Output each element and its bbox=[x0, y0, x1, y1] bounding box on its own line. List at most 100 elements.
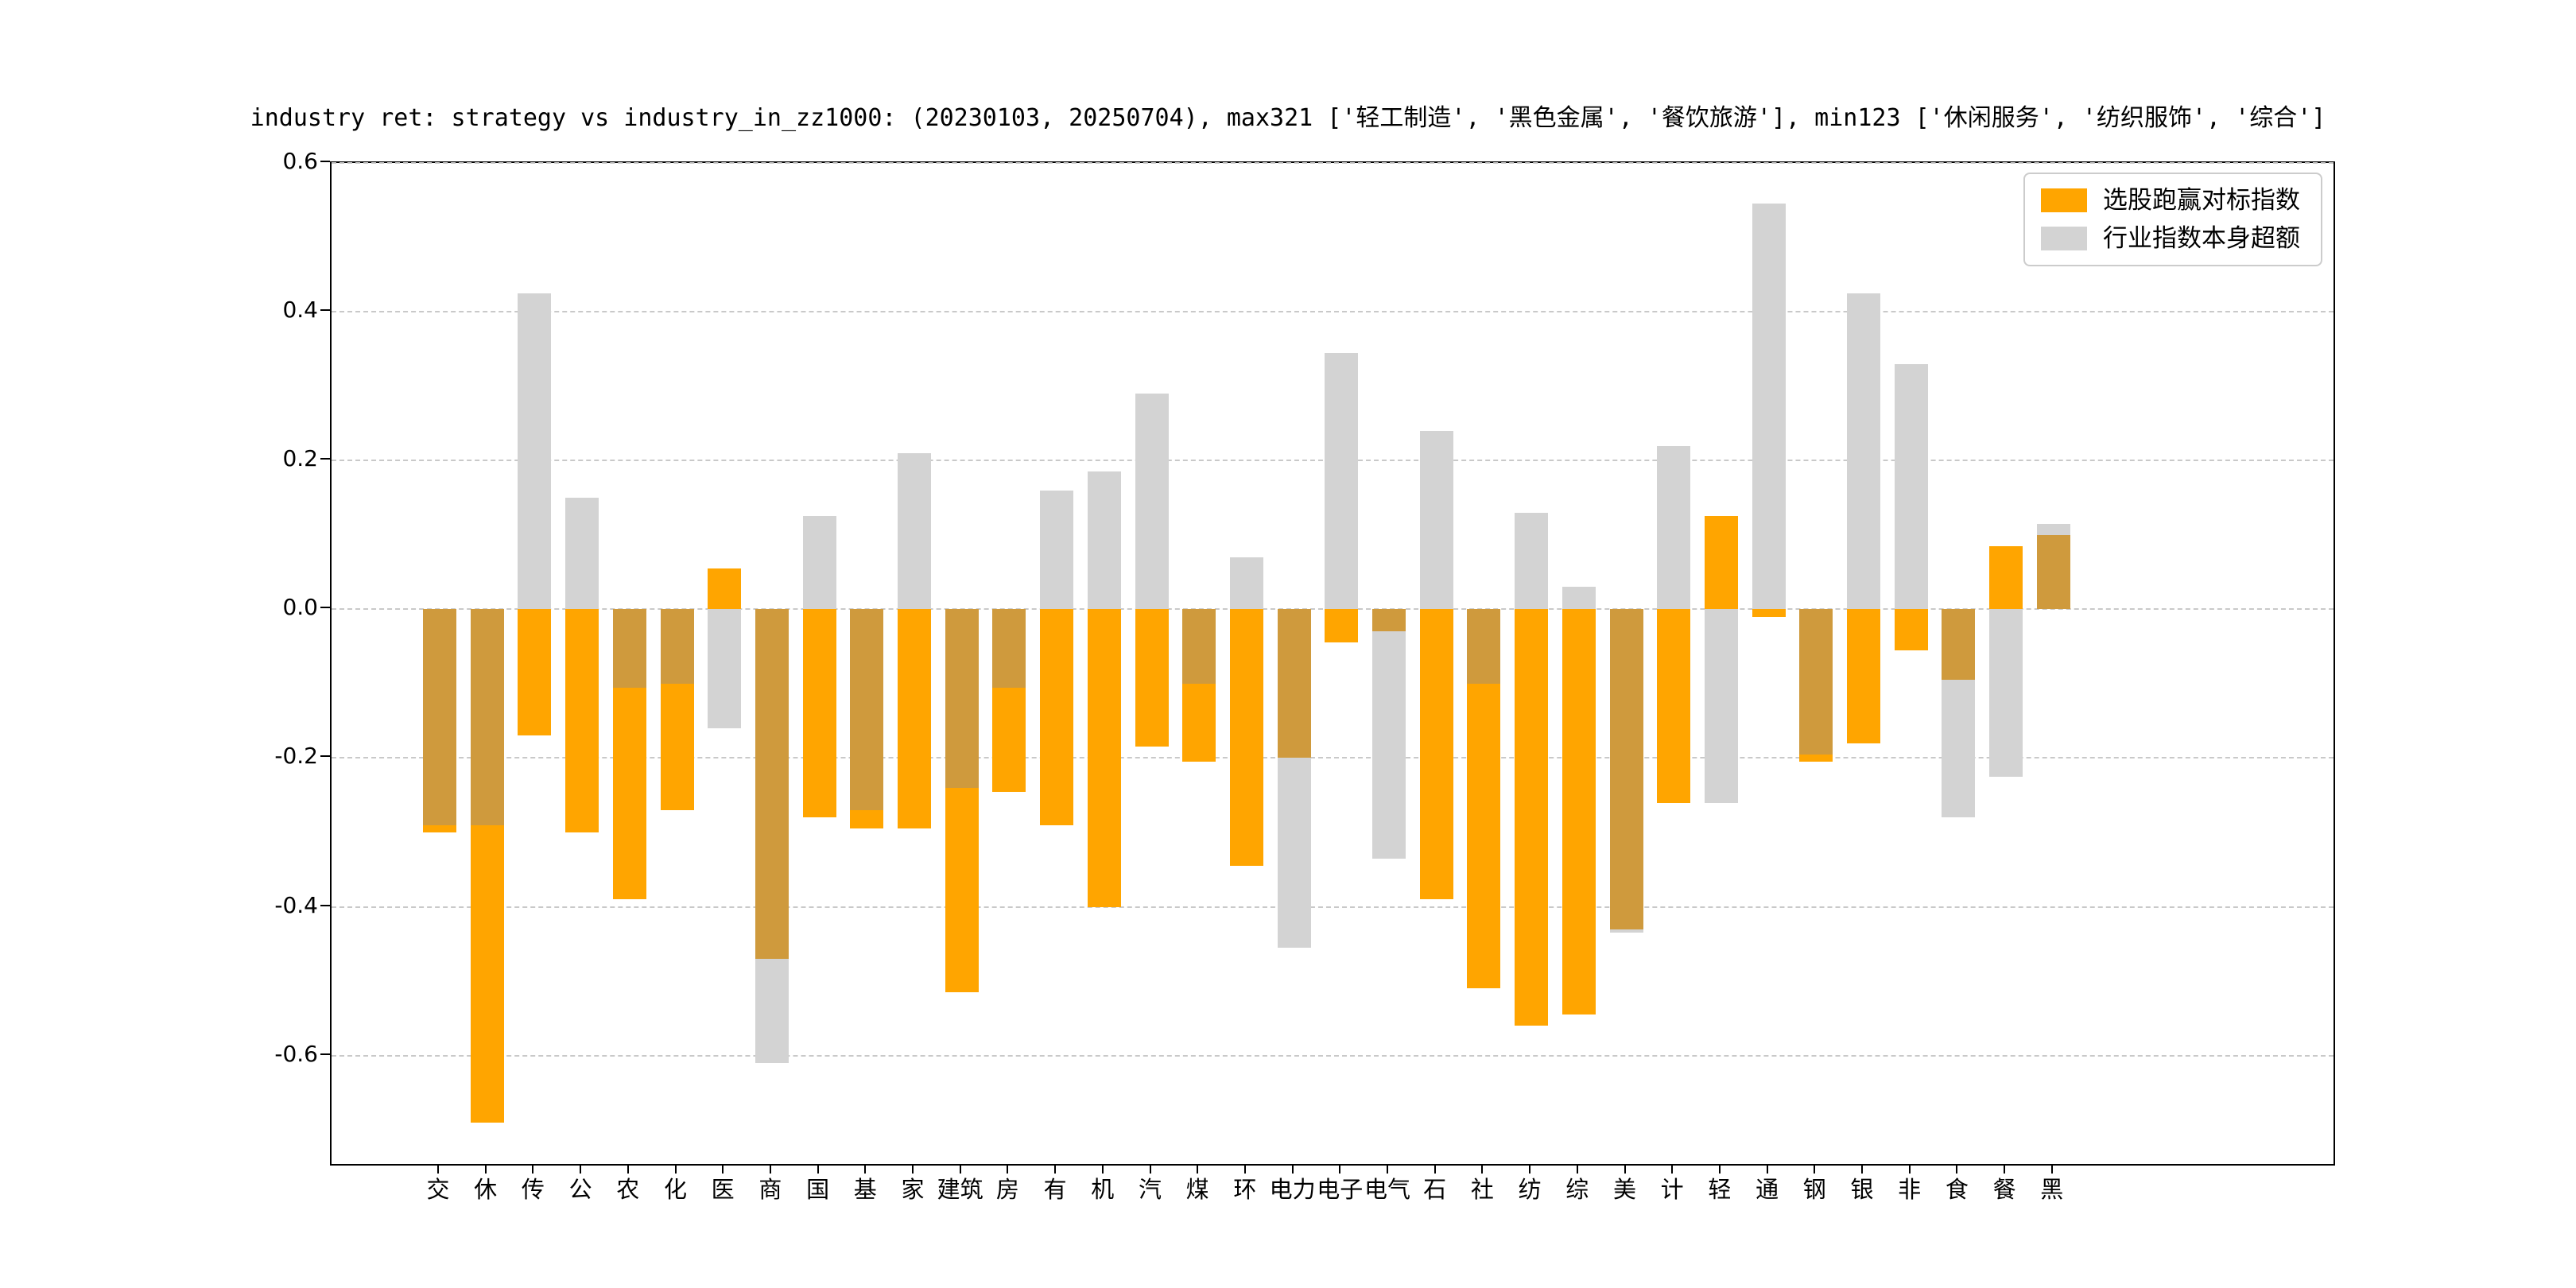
bar-segment-传 bbox=[518, 609, 552, 736]
bar-segment-轻 bbox=[1704, 609, 1738, 803]
x-axis-tick-label: 计 bbox=[1660, 1176, 1684, 1203]
x-axis-tick-mark bbox=[2050, 1166, 2053, 1174]
bar-segment-房 bbox=[992, 609, 1026, 688]
bar-segment-汽 bbox=[1135, 394, 1169, 610]
x-axis-tick-label: 非 bbox=[1898, 1176, 1922, 1203]
x-axis-tick-label: 社 bbox=[1470, 1176, 1494, 1203]
bar-segment-电子 bbox=[1325, 352, 1359, 610]
gridline bbox=[332, 162, 2334, 164]
bar-segment-商 bbox=[755, 959, 789, 1063]
bar-segment-医 bbox=[708, 609, 742, 729]
x-axis-tick-mark bbox=[1197, 1166, 1199, 1174]
bar-segment-家 bbox=[898, 452, 931, 610]
y-axis-tick-mark bbox=[320, 161, 330, 162]
bar-segment-石 bbox=[1419, 430, 1453, 610]
x-axis-tick-mark bbox=[1054, 1166, 1057, 1174]
gridline bbox=[332, 757, 2334, 759]
x-axis-tick-label: 银 bbox=[1850, 1176, 1874, 1203]
x-axis-tick-label: 交 bbox=[426, 1176, 450, 1203]
x-axis-tick-mark bbox=[864, 1166, 867, 1174]
x-axis-tick-mark bbox=[817, 1166, 819, 1174]
x-axis-tick-mark bbox=[1433, 1166, 1436, 1174]
x-axis-tick-label: 传 bbox=[521, 1176, 545, 1203]
bar-segment-汽 bbox=[1135, 609, 1169, 747]
bar-segment-建筑 bbox=[945, 609, 979, 788]
bar-segment-通 bbox=[1752, 609, 1786, 617]
x-axis-tick-label: 农 bbox=[616, 1176, 640, 1203]
legend-item-industry: 行业指数本身超额 bbox=[2041, 225, 2300, 252]
x-axis-tick-label: 基 bbox=[853, 1176, 877, 1203]
y-axis-tick-mark bbox=[320, 1053, 330, 1055]
bar-segment-非 bbox=[1894, 363, 1928, 610]
bar-segment-电子 bbox=[1325, 609, 1359, 643]
x-axis-tick-mark bbox=[674, 1166, 677, 1174]
bar-segment-公 bbox=[565, 498, 599, 610]
bar-segment-环 bbox=[1229, 609, 1263, 867]
x-axis-tick-label: 餐 bbox=[1992, 1176, 2016, 1203]
x-axis-tick-label: 建筑 bbox=[937, 1176, 983, 1203]
x-axis-tick-mark bbox=[1861, 1166, 1863, 1174]
gridline bbox=[332, 906, 2334, 908]
bar-segment-黑 bbox=[2036, 523, 2070, 535]
x-axis-tick-label: 综 bbox=[1565, 1176, 1589, 1203]
x-axis-tick-label: 石 bbox=[1423, 1176, 1447, 1203]
bar-segment-化 bbox=[660, 609, 694, 684]
x-axis-tick-label: 电子 bbox=[1317, 1176, 1364, 1203]
bar-segment-电气 bbox=[1372, 631, 1406, 859]
x-axis-tick-mark bbox=[1387, 1166, 1388, 1174]
bar-segment-综 bbox=[1562, 587, 1596, 610]
x-axis-tick-label: 钢 bbox=[1802, 1176, 1826, 1203]
legend-label-strategy: 选股跑赢对标指数 bbox=[2103, 186, 2300, 215]
y-axis-tick-label: -0.4 bbox=[274, 891, 318, 918]
x-axis-tick-label: 纺 bbox=[1518, 1176, 1542, 1203]
bar-segment-休 bbox=[470, 824, 504, 1123]
bar-segment-石 bbox=[1419, 609, 1453, 900]
x-axis-tick-mark bbox=[1291, 1166, 1294, 1174]
bar-segment-机 bbox=[1087, 609, 1121, 907]
bar-segment-食 bbox=[1942, 680, 1976, 818]
bar-segment-电力 bbox=[1277, 758, 1311, 948]
bar-segment-基 bbox=[850, 809, 884, 829]
bar-segment-交 bbox=[423, 824, 456, 832]
x-axis-tick-label: 房 bbox=[995, 1176, 1019, 1203]
y-axis-tick-mark bbox=[320, 755, 330, 758]
x-axis-tick-mark bbox=[1007, 1166, 1009, 1174]
bar-segment-银 bbox=[1847, 609, 1880, 743]
y-axis-tick-mark bbox=[320, 309, 330, 312]
x-axis-tick-label: 电气 bbox=[1364, 1176, 1410, 1203]
bar-segment-公 bbox=[565, 609, 599, 832]
x-axis-tick-label: 家 bbox=[901, 1176, 925, 1203]
x-axis-tick-mark bbox=[2004, 1166, 2006, 1174]
x-axis-tick-mark bbox=[1908, 1166, 1911, 1174]
x-axis-tick-mark bbox=[580, 1166, 582, 1174]
bar-segment-纺 bbox=[1515, 512, 1549, 610]
bar-segment-非 bbox=[1894, 609, 1928, 650]
x-axis-tick-mark bbox=[959, 1166, 961, 1174]
bar-segment-交 bbox=[423, 609, 456, 825]
x-axis-tick-label: 环 bbox=[1233, 1176, 1257, 1203]
x-axis-tick-label: 休 bbox=[474, 1176, 498, 1203]
bar-segment-黑 bbox=[2036, 534, 2070, 610]
x-axis-tick-mark bbox=[1576, 1166, 1578, 1174]
bar-segment-美 bbox=[1609, 609, 1643, 929]
bar-segment-有 bbox=[1040, 490, 1074, 610]
bar-segment-综 bbox=[1562, 609, 1596, 1015]
bar-segment-纺 bbox=[1515, 609, 1549, 1026]
y-axis-tick-label: 0.0 bbox=[282, 594, 318, 621]
y-axis-tick-label: 0.4 bbox=[282, 297, 318, 324]
x-axis-tick-label: 公 bbox=[568, 1176, 592, 1203]
x-axis-tick-label: 通 bbox=[1755, 1176, 1779, 1203]
x-axis-tick-mark bbox=[912, 1166, 914, 1174]
bar-segment-煤 bbox=[1182, 683, 1216, 762]
x-axis-tick-mark bbox=[1671, 1166, 1674, 1174]
x-axis-tick-mark bbox=[1624, 1166, 1626, 1174]
bar-segment-社 bbox=[1467, 683, 1501, 989]
bar-segment-美 bbox=[1609, 929, 1643, 933]
bar-segment-基 bbox=[850, 609, 884, 810]
x-axis-tick-label: 煤 bbox=[1185, 1176, 1209, 1203]
bar-segment-餐 bbox=[1989, 609, 2023, 777]
x-axis-tick-label: 美 bbox=[1612, 1176, 1636, 1203]
bar-segment-钢 bbox=[1799, 609, 1833, 755]
bar-segment-商 bbox=[755, 609, 789, 960]
